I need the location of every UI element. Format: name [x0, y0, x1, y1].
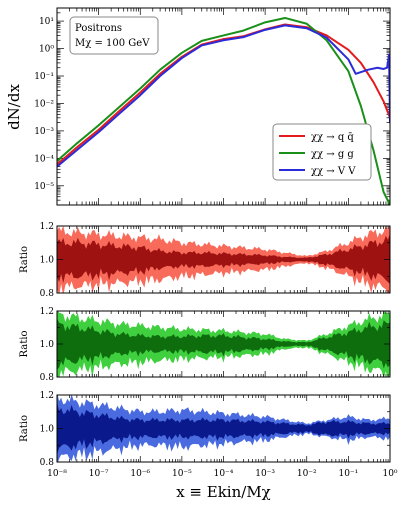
x-tick-label: 10⁻⁷	[89, 469, 109, 479]
legend-label-2: χχ → V V	[311, 166, 356, 177]
x-tick-label: 10⁻⁶	[130, 469, 150, 479]
y-tick-label: 10⁻³	[34, 127, 54, 137]
annotation-line1: Positrons	[75, 23, 122, 34]
x-tick-label: 10⁻³	[255, 469, 275, 479]
y-tick-label: 10¹	[39, 17, 54, 27]
plot-frame-main	[56, 7, 391, 206]
y-axis-label-ratio-0: Ratio	[19, 246, 30, 273]
plot-frame-ratio-1	[56, 310, 391, 378]
y-tick-label: 10⁻⁴	[34, 154, 54, 164]
y-tick-label: 10⁻¹	[34, 72, 54, 82]
y-tick-label: 10⁻²	[34, 99, 54, 109]
legend-box	[272, 123, 372, 181]
ratio-bands-0	[57, 226, 390, 293]
x-axis-label: x ≡ Ekin/Mχ	[176, 483, 271, 501]
y-axis-label-main: dN/dx	[5, 84, 23, 130]
x-tick-label: 10⁻⁵	[172, 469, 192, 479]
y-tick-label: 10⁰	[39, 45, 54, 55]
series-group	[57, 16, 390, 205]
y-tick-label: 0.8	[40, 373, 55, 383]
plot-frame-ratio-0	[56, 225, 391, 294]
ratio-bands-1	[57, 311, 390, 377]
x-tick-label: 10⁻⁴	[214, 469, 234, 479]
y-axis-label-ratio-1: Ratio	[19, 331, 30, 358]
y-tick-label: 0.8	[40, 289, 55, 299]
ratio-inner-band-1	[57, 318, 390, 370]
x-tick-label: 10⁻¹	[338, 469, 358, 479]
y-tick-label: 1.2	[40, 222, 54, 232]
x-tick-label: 10⁰	[382, 469, 397, 479]
ratio-bands-2	[57, 395, 390, 462]
y-tick-label: 10⁻⁵	[34, 182, 54, 192]
y-tick-label: 1.2	[40, 391, 54, 401]
y-axis-label-ratio-2: Ratio	[19, 415, 30, 442]
annotation-box	[69, 16, 159, 55]
x-tick-label: 10⁻⁸	[47, 469, 67, 479]
y-tick-label: 1.0	[40, 425, 55, 435]
legend-label-1: χχ → g g	[311, 149, 354, 160]
y-tick-label: 1.0	[40, 340, 55, 350]
y-tick-label: 1.0	[40, 256, 55, 266]
y-tick-label: 1.2	[40, 307, 54, 317]
plot-frame-ratio-2	[56, 394, 391, 463]
series-line-1	[57, 16, 390, 205]
ratio-inner-band-2	[57, 402, 390, 455]
y-tick-label: 0.8	[40, 458, 55, 468]
annotation-line2: Mχ = 100 GeV	[75, 38, 150, 49]
ratio-inner-band-0	[57, 233, 390, 284]
series-line-2	[57, 24, 390, 168]
x-tick-label: 10⁻²	[297, 469, 317, 479]
legend-label-0: χχ → q q̄	[311, 132, 354, 143]
